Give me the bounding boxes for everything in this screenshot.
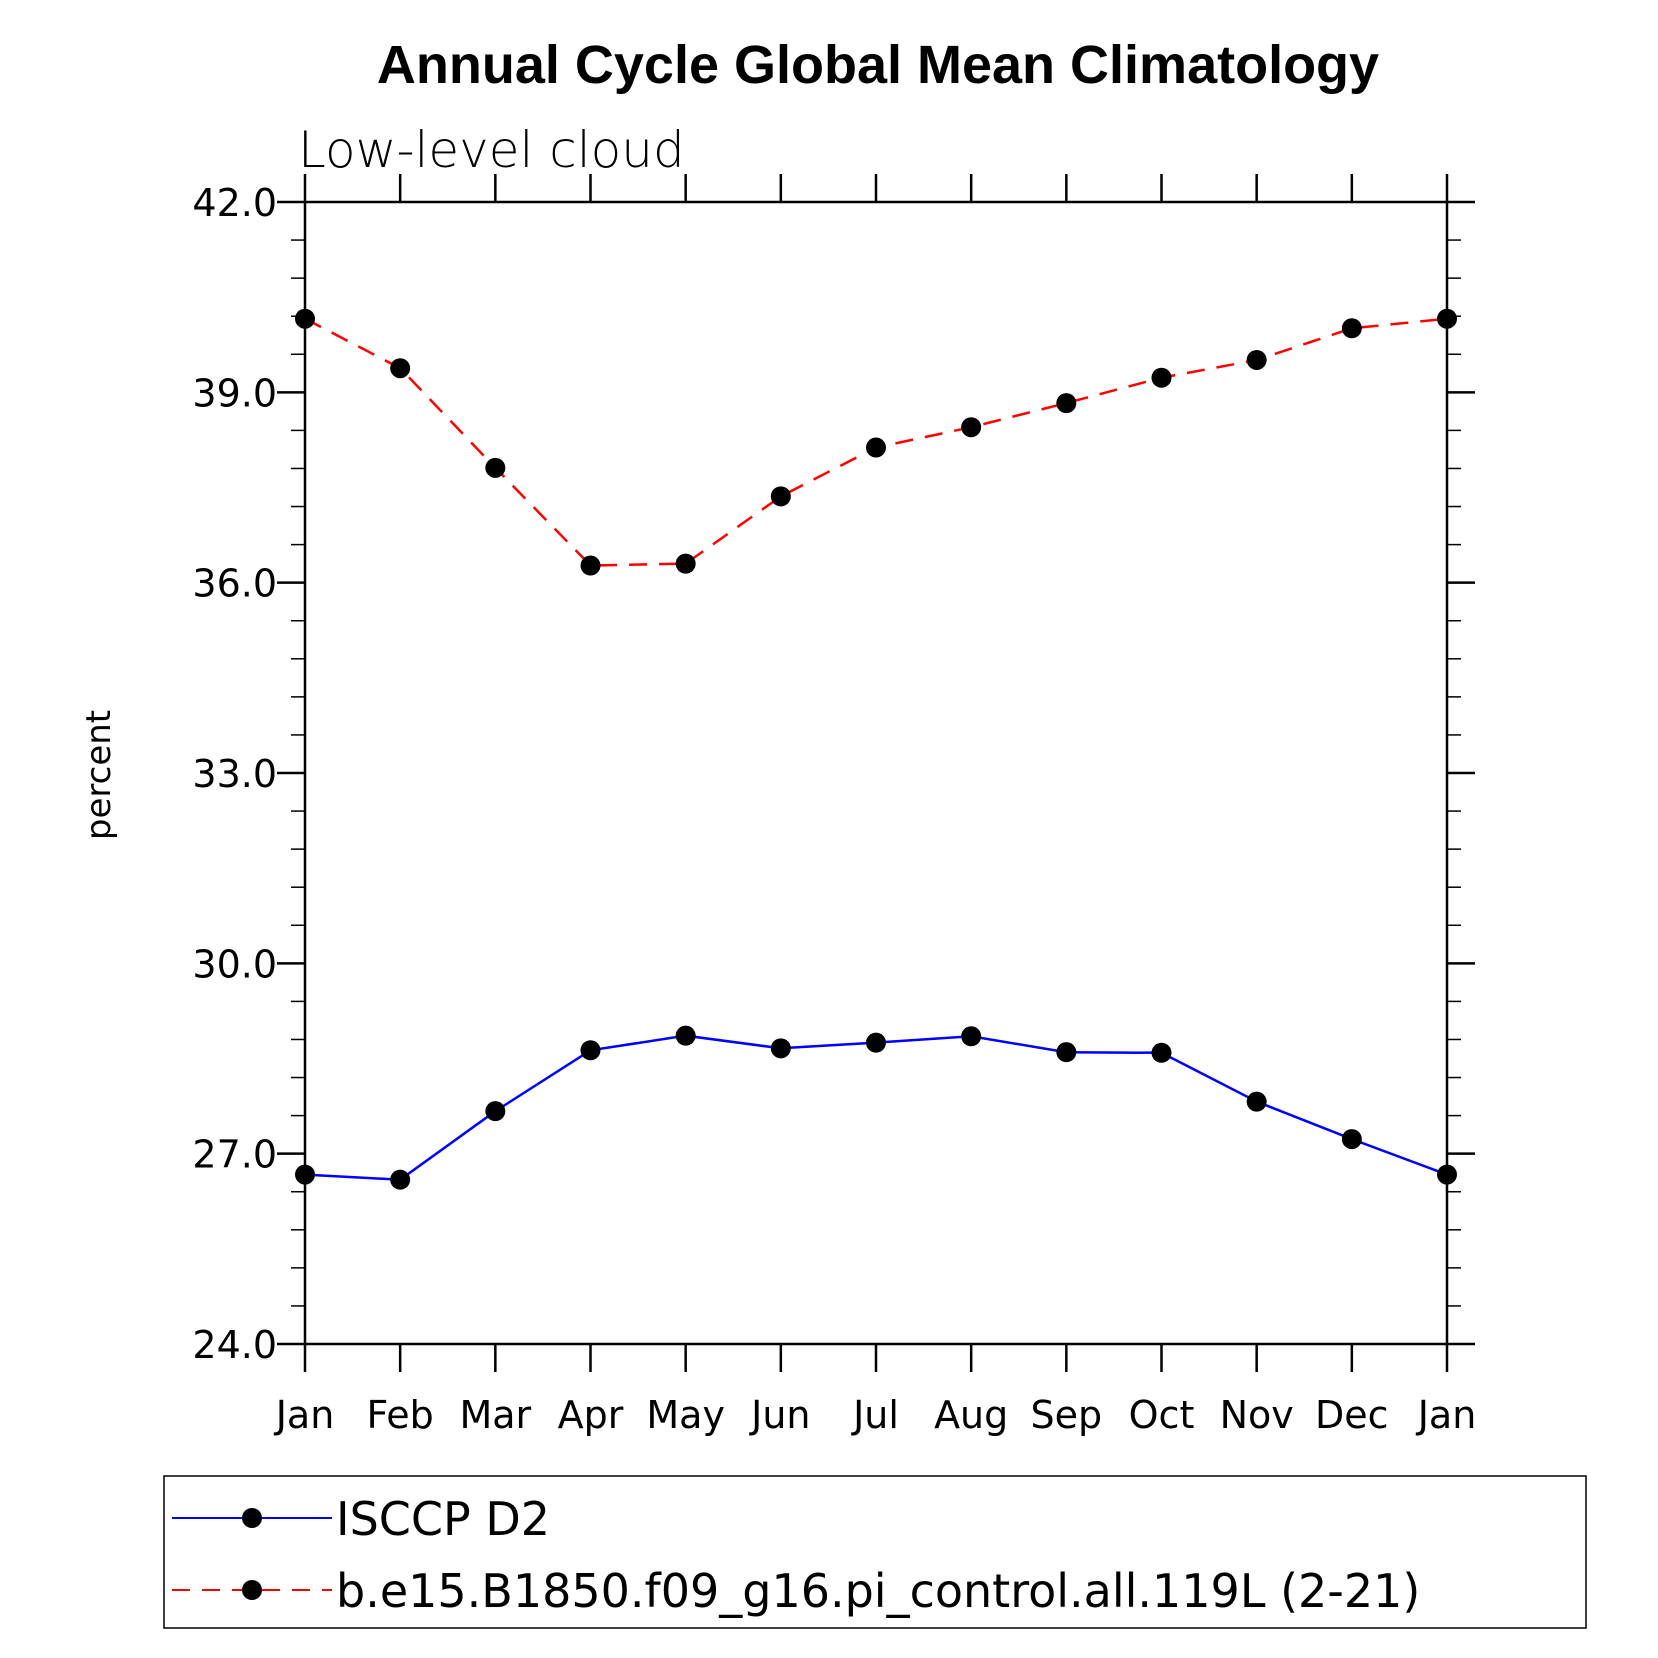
y-tick-label: 33.0 [192,752,277,796]
y-tick-labels: 24.0 27.0 30.0 33.0 36.0 39.0 42.0 [192,181,277,1367]
series-0-point [675,1025,696,1046]
series-0-point [1151,1042,1172,1063]
legend-label-isccp: ISCCP D2 [336,1492,550,1546]
legend-marker-isccp [242,1508,262,1528]
series-0-point [1246,1091,1267,1112]
x-tick-label: Jan [1416,1393,1477,1437]
series-layer [295,308,1457,1190]
y-tick-label: 30.0 [192,942,277,986]
series-1-point [1056,393,1077,414]
x-tick-label: Nov [1220,1393,1294,1437]
series-0-point [1056,1042,1077,1063]
series-0-point [961,1026,982,1047]
series-1-point [1341,318,1362,339]
x-tick-label: Feb [367,1393,434,1437]
x-tick-label: Aug [934,1393,1008,1437]
chart-title: Annual Cycle Global Mean Climatology [377,35,1379,95]
y-tick-label: 24.0 [192,1323,277,1367]
series-1-point [675,553,696,574]
y-tick-label: 39.0 [192,371,277,415]
x-tick-label: Apr [558,1393,624,1437]
x-tick-label: Mar [459,1393,531,1437]
chart-subtitle: Low-level cloud [298,121,685,179]
series-1-point [1437,308,1457,329]
series-1-point [485,457,506,478]
series-0-point [390,1169,411,1190]
series-1-point [770,486,791,507]
x-tick-label: Jul [851,1393,899,1437]
series-0-point [866,1032,886,1053]
series-1-point [1246,349,1267,370]
x-tick-labels: Jan Feb Mar Apr May Jun Jul Aug Sep Oct Nov Dec Jan [274,1393,1477,1437]
legend-label-model: b.e15.B1850.f09_g16.pi_control.all.119L … [336,1564,1420,1618]
legend-box [163,1475,1587,1629]
x-tick-label: Jan [274,1393,335,1437]
legend: ISCCP D2 b.e15.B1850.f09_g16.pi_control.… [163,1475,1587,1629]
y-tick-label: 36.0 [192,562,277,606]
y-tick-label: 27.0 [192,1133,277,1177]
axis-ticks [277,174,1475,1372]
series-1-point [961,417,982,438]
series-1-point [295,308,315,329]
legend-marker-model [242,1580,262,1600]
series-0-point [770,1038,791,1059]
y-tick-label: 42.0 [192,181,277,225]
plot-frame [303,200,1449,1346]
series-0-point [485,1101,506,1122]
series-line-0 [304,1034,1448,1181]
series-1-point [1151,367,1172,388]
series-1-point [580,555,601,576]
series-1-point [390,358,411,379]
series-0-point [295,1164,315,1185]
x-tick-label: Dec [1315,1393,1389,1437]
x-tick-label: Sep [1031,1393,1103,1437]
series-1-point [866,437,886,458]
x-tick-label: Jun [749,1393,810,1437]
x-tick-label: May [646,1393,725,1437]
x-tick-label: Oct [1129,1393,1195,1437]
series-0-point [1341,1129,1362,1150]
series-0-point [1437,1164,1457,1185]
series-0-point [580,1040,601,1061]
y-axis-label: percent [79,710,119,840]
